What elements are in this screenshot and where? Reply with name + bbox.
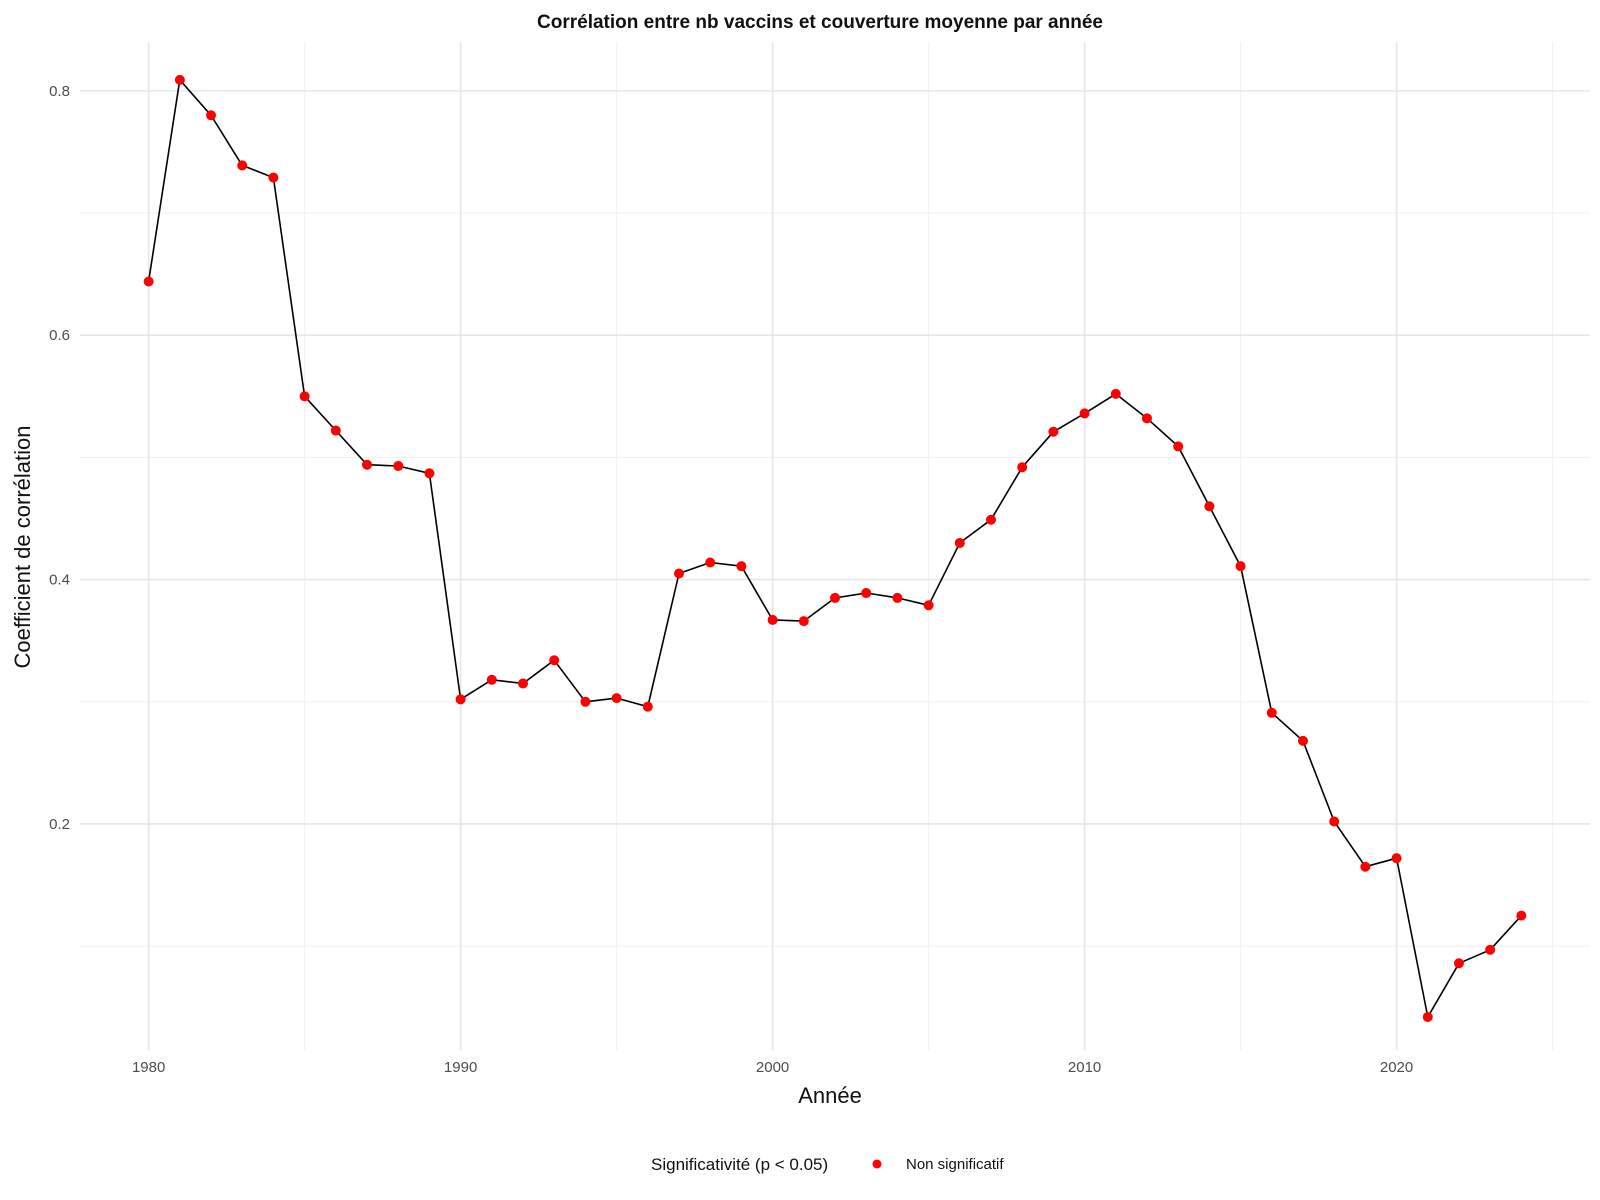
data-point: [1079, 408, 1090, 419]
y-axis-title: Coefficient de corrélation: [10, 426, 35, 669]
data-point: [954, 537, 965, 548]
data-point: [362, 459, 373, 470]
y-axis-ticks: 0.2 0.4 0.6 0.8: [49, 83, 70, 833]
grid-lines: [80, 42, 1590, 1050]
data-point: [736, 561, 747, 572]
data-point: [892, 592, 903, 603]
data-point: [1485, 944, 1496, 955]
data-point: [143, 276, 154, 287]
data-point: [642, 701, 653, 712]
data-point: [611, 693, 622, 704]
data-point: [1329, 816, 1340, 827]
data-point: [268, 172, 279, 183]
data-point: [1110, 388, 1121, 399]
series-line: [147, 79, 1522, 1018]
data-point: [705, 557, 716, 568]
data-point: [580, 696, 591, 707]
legend-title: Significativité (p < 0.05): [651, 1155, 828, 1174]
x-tick-label: 2000: [756, 1059, 789, 1076]
data-point: [299, 391, 310, 402]
y-tick-label: 0.2: [49, 816, 70, 833]
legend-label-non-significatif: Non significatif: [906, 1156, 1004, 1173]
data-point: [1360, 861, 1371, 872]
chart-title: Corrélation entre nb vaccins et couvertu…: [537, 12, 1103, 33]
x-tick-label: 1980: [132, 1059, 165, 1076]
data-point: [393, 460, 404, 471]
data-point: [674, 568, 685, 579]
data-point: [1017, 462, 1028, 473]
x-tick-label: 2020: [1380, 1059, 1413, 1076]
data-point: [767, 614, 778, 625]
data-points: [143, 74, 1527, 1023]
data-point: [1453, 958, 1464, 969]
data-point: [830, 592, 840, 603]
data-point: [861, 588, 872, 599]
data-point: [1173, 441, 1184, 452]
data-point: [985, 514, 996, 525]
x-tick-label: 1990: [444, 1059, 477, 1076]
data-point: [1516, 910, 1527, 921]
legend: Significativité (p < 0.05) Non significa…: [651, 1155, 1004, 1174]
data-point: [237, 160, 248, 171]
y-tick-label: 0.8: [49, 83, 70, 100]
data-point: [1235, 561, 1246, 572]
data-point: [1141, 413, 1152, 424]
y-tick-label: 0.4: [49, 572, 70, 589]
data-point: [518, 678, 529, 689]
data-point: [330, 425, 341, 436]
data-point: [206, 110, 217, 121]
x-axis-title: Année: [798, 1083, 862, 1108]
data-point: [923, 600, 934, 611]
data-point: [455, 694, 466, 705]
data-point: [1422, 1012, 1433, 1023]
data-point: [1266, 707, 1277, 718]
data-point: [1204, 501, 1215, 512]
legend-key-non-significatif: [872, 1159, 882, 1169]
data-point: [174, 74, 185, 85]
data-point: [549, 655, 560, 666]
data-point: [486, 674, 497, 685]
series-line-layer: [147, 79, 1522, 1018]
data-point: [1048, 426, 1059, 437]
data-point: [1297, 735, 1308, 746]
data-point: [424, 468, 435, 479]
data-point: [798, 616, 809, 627]
y-tick-label: 0.6: [49, 327, 70, 344]
x-axis-ticks: 1980 1990 2000 2010 2020: [132, 1059, 1413, 1076]
x-tick-label: 2010: [1068, 1059, 1101, 1076]
data-point: [1391, 853, 1402, 864]
